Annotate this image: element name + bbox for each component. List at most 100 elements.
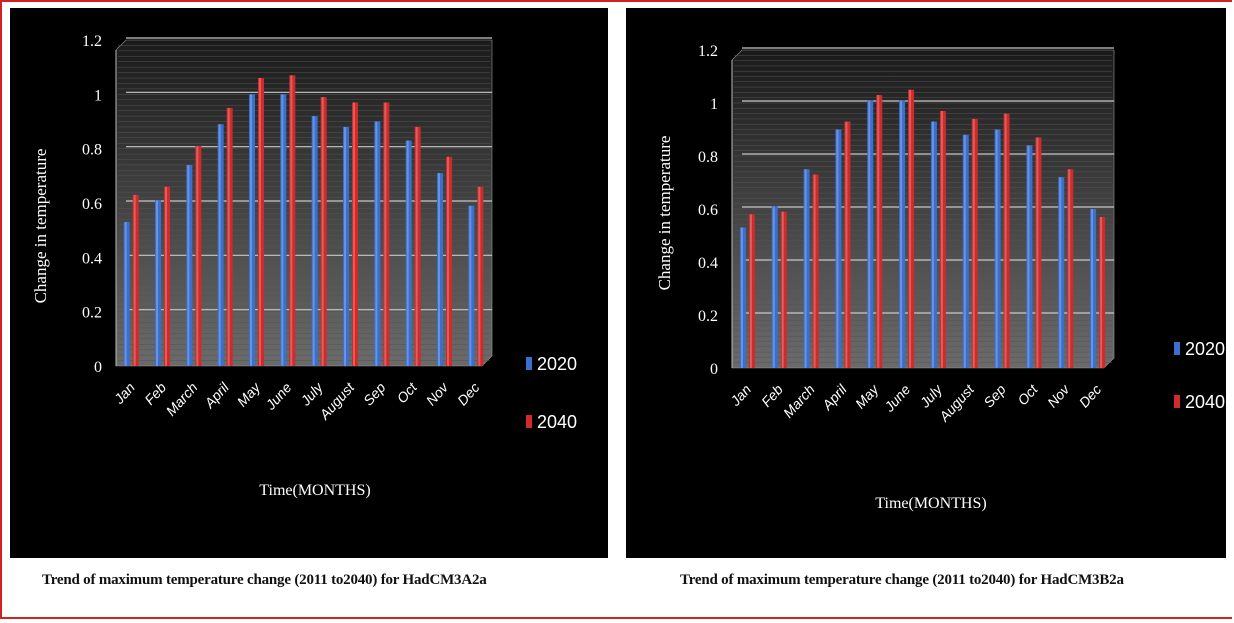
chart-panel-b2a: 0 0.2 0.4 0.6 0.8 1 1.2 Jan Feb March April May June… bbox=[626, 8, 1226, 558]
bar-highlight bbox=[384, 102, 387, 366]
bar-2040-august bbox=[352, 102, 358, 366]
bar-highlight bbox=[931, 121, 934, 368]
bar-2020-jan bbox=[123, 222, 130, 366]
bar-highlight bbox=[187, 164, 190, 366]
x-tick-label: Jan bbox=[110, 379, 138, 407]
x-tick-label: June bbox=[262, 379, 295, 413]
legend-label-2040: 2040 bbox=[1185, 392, 1225, 412]
x-tick-label: May bbox=[234, 379, 264, 410]
bar-2020-july bbox=[311, 116, 318, 366]
bar-highlight bbox=[963, 134, 966, 368]
bar-highlight bbox=[227, 107, 230, 367]
y-tick-label: 1.2 bbox=[82, 33, 102, 50]
y-tick-label: 0.2 bbox=[82, 305, 102, 322]
bar-highlight bbox=[218, 124, 221, 366]
y-tick-label: 1 bbox=[94, 87, 102, 104]
y-axis-title: Change in temperature bbox=[31, 149, 50, 304]
bar-2020-nov bbox=[1058, 177, 1065, 368]
bar-2040-feb bbox=[780, 211, 787, 368]
bar-highlight bbox=[772, 206, 775, 368]
x-tick-label: June bbox=[880, 381, 913, 415]
bar-highlight bbox=[740, 227, 743, 368]
bar-highlight bbox=[290, 75, 293, 367]
legend-label-2020: 2020 bbox=[1185, 339, 1225, 359]
bar-2040-jan bbox=[748, 214, 755, 368]
x-tick-label: Feb bbox=[758, 381, 786, 410]
y-tick-label: 1.2 bbox=[698, 43, 718, 60]
bar-highlight bbox=[909, 89, 912, 368]
bar-2040-nov bbox=[1067, 169, 1074, 368]
bar-2020-nov bbox=[437, 173, 443, 366]
bar-highlight bbox=[781, 211, 784, 368]
bar-2020-march bbox=[186, 164, 193, 366]
legend-swatch-2020 bbox=[526, 357, 532, 370]
y-tick-label: 0.8 bbox=[698, 149, 718, 166]
x-tick-label: March bbox=[163, 379, 201, 419]
bar-2040-oct bbox=[1035, 137, 1042, 368]
y-tick-label: 0.8 bbox=[82, 142, 102, 159]
bar-highlight bbox=[133, 194, 136, 366]
bar-highlight bbox=[156, 200, 158, 366]
y-tick-label: 0.2 bbox=[698, 308, 718, 325]
x-tick-label: August bbox=[935, 380, 977, 425]
bar-highlight bbox=[375, 121, 378, 366]
bar-highlight bbox=[877, 95, 880, 369]
bar-highlight bbox=[1059, 177, 1062, 368]
bar-highlight bbox=[1027, 145, 1030, 368]
bar-2020-sep bbox=[994, 129, 1001, 368]
bar-highlight bbox=[1091, 209, 1094, 368]
legend-label-2040: 2040 bbox=[537, 412, 577, 432]
x-tick-label: August bbox=[316, 378, 358, 423]
x-tick-label: April bbox=[818, 381, 850, 414]
bar-highlight bbox=[804, 169, 807, 368]
bar-highlight bbox=[415, 126, 418, 366]
x-axis-title: Time(MONTHS) bbox=[259, 482, 370, 499]
x-tick-label: Oct bbox=[393, 378, 420, 406]
bar-2020-june bbox=[899, 100, 906, 368]
y-tick-label: 1 bbox=[710, 96, 718, 113]
bar-highlight bbox=[1036, 137, 1039, 368]
bar-2040-sep bbox=[1003, 113, 1010, 368]
x-tick-label: Nov bbox=[423, 379, 452, 409]
bar-highlight bbox=[438, 173, 440, 366]
x-tick-label: Feb bbox=[141, 379, 169, 408]
bar-2040-july bbox=[320, 97, 327, 367]
x-tick-label: Jan bbox=[726, 381, 754, 409]
bar-2020-jan bbox=[739, 227, 746, 368]
bar-2020-june bbox=[280, 94, 287, 366]
legend-swatch-2020 bbox=[1174, 342, 1180, 355]
bar-2040-feb bbox=[164, 186, 170, 366]
bar-2040-april bbox=[226, 107, 233, 367]
bar-2020-may bbox=[249, 94, 255, 366]
bar-highlight bbox=[165, 186, 167, 366]
legend-swatch-2040 bbox=[526, 415, 532, 428]
bar-2040-dec bbox=[1099, 216, 1106, 368]
legend-label-2020: 2020 bbox=[537, 354, 577, 374]
bar-highlight bbox=[344, 126, 346, 366]
x-tick-label: Dec bbox=[1076, 381, 1105, 410]
bar-highlight bbox=[312, 116, 315, 366]
bar-2040-june bbox=[908, 89, 915, 368]
bar-2020-feb bbox=[155, 200, 161, 366]
bar-2020-feb bbox=[771, 206, 778, 368]
bar-highlight bbox=[281, 94, 284, 366]
bar-2040-nov bbox=[446, 156, 452, 366]
bar-2020-march bbox=[803, 169, 810, 368]
x-tick-label: Sep bbox=[980, 381, 1009, 410]
bar-highlight bbox=[995, 129, 998, 368]
x-axis-title: Time(MONTHS) bbox=[875, 495, 986, 512]
bar-highlight bbox=[353, 102, 355, 366]
bar-2040-may bbox=[876, 95, 883, 369]
bar-2020-july bbox=[930, 121, 937, 368]
bar-highlight bbox=[813, 174, 816, 368]
bar-2020-sep bbox=[374, 121, 381, 366]
bar-2040-jan bbox=[132, 194, 139, 366]
bar-2020-april bbox=[835, 129, 842, 368]
bar-2040-march bbox=[812, 174, 819, 368]
bar-highlight bbox=[1004, 113, 1007, 368]
bar-2040-dec bbox=[477, 186, 484, 366]
bar-highlight bbox=[447, 156, 449, 366]
